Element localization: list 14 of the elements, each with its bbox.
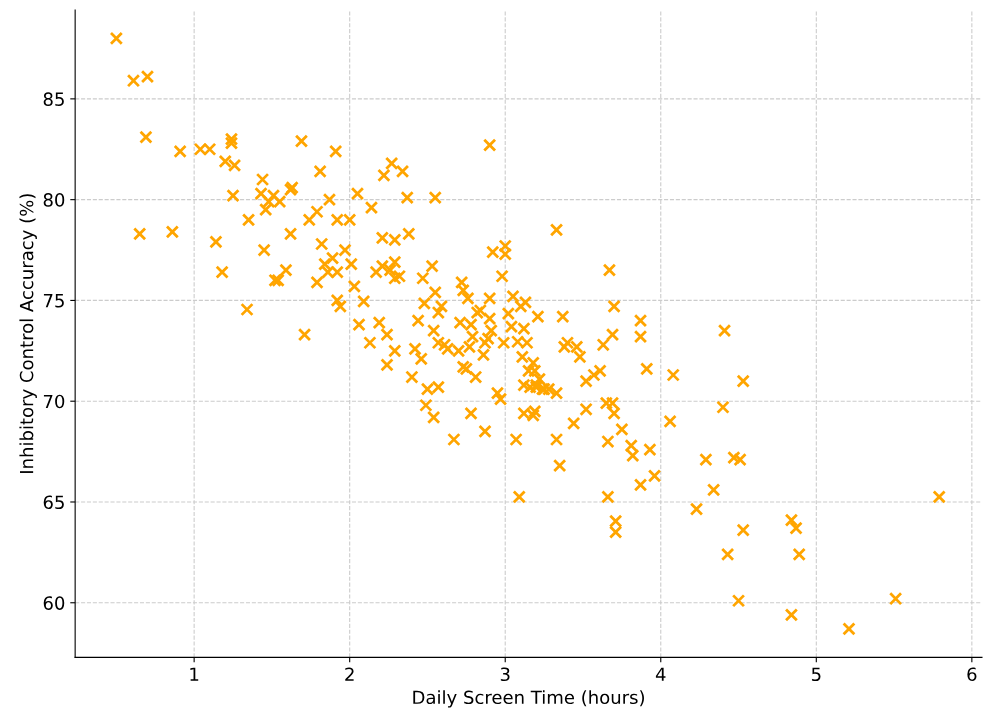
x-tick-label: 1	[190, 667, 199, 681]
y-tick-label: 65	[43, 495, 64, 510]
x-tick-label: 6	[967, 667, 977, 682]
y-tick-label: 80	[43, 193, 65, 207]
x-tick-label: 4	[655, 667, 666, 681]
y-axis-title: Inhibitory Control Accuracy (%)	[19, 194, 37, 473]
x-tick-label: 2	[345, 667, 354, 681]
y-tick-label: 60	[43, 596, 65, 610]
x-tick-label: 3	[500, 667, 510, 682]
y-tick-label: 70	[43, 394, 65, 409]
y-tick-label: 85	[43, 92, 64, 106]
x-axis-title: Daily Screen Time (hours)	[413, 690, 644, 708]
x-tick-label: 5	[811, 667, 821, 682]
y-tick-label: 75	[43, 294, 64, 308]
